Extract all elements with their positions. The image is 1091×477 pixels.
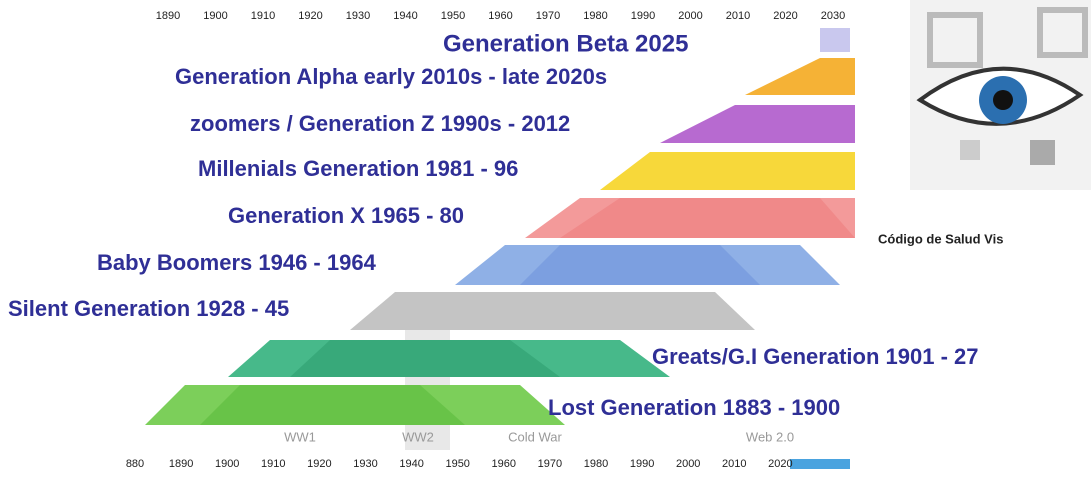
bottom-axis-label: 1990 bbox=[630, 458, 654, 470]
bottom-axis-label: 1890 bbox=[169, 458, 193, 470]
bottom-axis-label: 1910 bbox=[261, 458, 285, 470]
bottom-axis-label: 1970 bbox=[538, 458, 562, 470]
era-label: WW2 bbox=[402, 429, 434, 444]
band-alpha bbox=[745, 58, 855, 95]
generation-label: Lost Generation 1883 - 1900 bbox=[548, 395, 840, 420]
generation-label: Greats/G.I Generation 1901 - 27 bbox=[652, 344, 978, 369]
top-axis-label: 1900 bbox=[203, 10, 227, 22]
bottom-axis-label: 2010 bbox=[722, 458, 746, 470]
top-axis-label: 1890 bbox=[156, 10, 180, 22]
bottom-axis-label: 1940 bbox=[399, 458, 423, 470]
generation-label: Generation X 1965 - 80 bbox=[228, 203, 464, 228]
era-label: Web 2.0 bbox=[746, 429, 794, 444]
top-axis-label: 1930 bbox=[346, 10, 370, 22]
band-beta bbox=[820, 28, 850, 52]
band-boomers-inner bbox=[520, 245, 760, 285]
band-silent bbox=[350, 292, 755, 330]
generation-label: Silent Generation 1928 - 45 bbox=[8, 296, 289, 321]
eye-image bbox=[910, 0, 1091, 190]
pupil bbox=[993, 90, 1013, 110]
bottom-axis-label: 1980 bbox=[584, 458, 608, 470]
era-label: WW1 bbox=[284, 429, 316, 444]
share-button[interactable] bbox=[790, 459, 850, 469]
top-axis-label: 2010 bbox=[726, 10, 750, 22]
bottom-axis-label: 1900 bbox=[215, 458, 239, 470]
band-lost-inner bbox=[200, 385, 465, 425]
bottom-axis-label: 1920 bbox=[307, 458, 331, 470]
era-label: Cold War bbox=[508, 429, 562, 444]
top-axis-label: 2000 bbox=[678, 10, 702, 22]
bottom-axis-label: 2000 bbox=[676, 458, 700, 470]
infographic: Código de Salud Vis 1890 1900 1910 1920 1930… bbox=[0, 0, 1091, 477]
top-axis-label: 2030 bbox=[821, 10, 845, 22]
band-millennials bbox=[600, 152, 855, 190]
image-caption: Código de Salud Vis bbox=[878, 231, 1003, 246]
top-axis-label: 2020 bbox=[773, 10, 797, 22]
band-z bbox=[660, 105, 855, 143]
bottom-axis-label: 1960 bbox=[492, 458, 516, 470]
bottom-axis-label: 1930 bbox=[353, 458, 377, 470]
generation-label: Generation Alpha early 2010s - late 2020… bbox=[175, 64, 607, 89]
top-axis-label: 1960 bbox=[488, 10, 512, 22]
generation-label: Baby Boomers 1946 - 1964 bbox=[97, 250, 377, 275]
generation-label: Generation Beta 2025 bbox=[443, 30, 688, 57]
bottom-axis-label: 880 bbox=[126, 458, 144, 470]
qr-square bbox=[1030, 140, 1055, 165]
top-axis-label: 1940 bbox=[393, 10, 417, 22]
top-axis-label: 1970 bbox=[536, 10, 560, 22]
bottom-axis-label: 1950 bbox=[445, 458, 469, 470]
generation-label: Millenials Generation 1981 - 96 bbox=[198, 156, 518, 181]
top-axis-label: 1980 bbox=[583, 10, 607, 22]
top-axis-label: 1910 bbox=[251, 10, 275, 22]
generation-label: zoomers / Generation Z 1990s - 2012 bbox=[190, 111, 570, 136]
bottom-axis-label: 2020 bbox=[768, 458, 792, 470]
qr-square bbox=[960, 140, 980, 160]
top-axis-label: 1950 bbox=[441, 10, 465, 22]
top-axis-label: 1920 bbox=[298, 10, 322, 22]
top-axis-label: 1990 bbox=[631, 10, 655, 22]
